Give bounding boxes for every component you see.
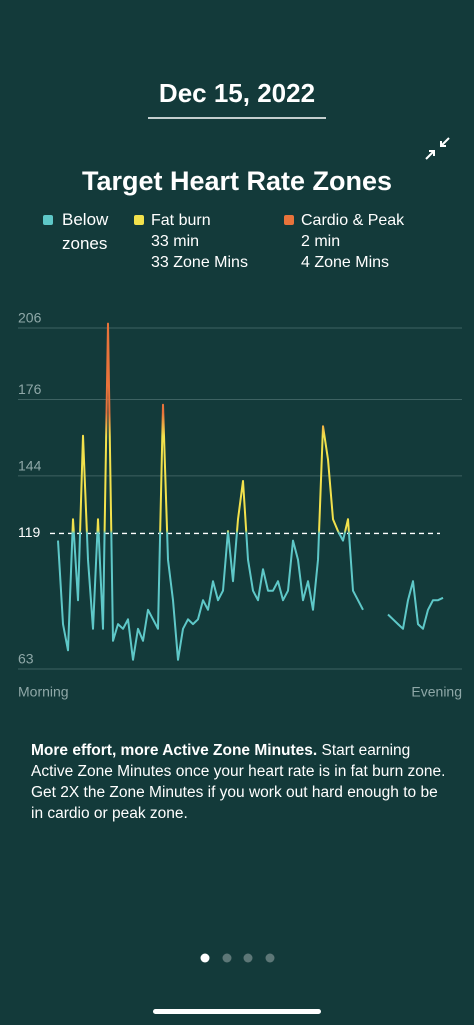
y-tick-label: 63 (18, 651, 34, 667)
legend-swatch (284, 215, 294, 225)
legend-swatch (134, 215, 144, 225)
threshold-label: 119 (18, 524, 41, 540)
legend-swatch (43, 215, 53, 225)
legend-label: Cardio & Peak (301, 212, 405, 229)
page-dot[interactable] (265, 953, 275, 963)
page-dot[interactable] (200, 953, 210, 963)
y-tick-label: 206 (18, 310, 42, 326)
description-bold: More effort, more Active Zone Minutes. (31, 742, 318, 759)
legend-detail: 33 Zone Mins (151, 254, 248, 271)
legend-detail: 33 min (151, 233, 199, 250)
date[interactable]: Dec 15, 2022 (159, 78, 315, 108)
description: More effort, more Active Zone Minutes. S… (31, 740, 451, 824)
y-tick-label: 176 (18, 381, 42, 397)
page-dot[interactable] (243, 953, 253, 963)
chart-title: Target Heart Rate Zones (82, 166, 392, 196)
legend-label: Below zones (62, 210, 109, 253)
y-tick-label: 144 (18, 458, 42, 474)
legend-label: Fat burn (151, 212, 211, 229)
description-text: Start earning Active Zone Minutes once y… (31, 742, 446, 822)
x-label: Evening (411, 684, 462, 700)
collapse-icon[interactable] (425, 137, 450, 160)
legend-detail: 2 min (301, 233, 340, 250)
legend-detail: 4 Zone Mins (301, 254, 389, 271)
heart-rate-line (57, 322, 444, 661)
home-indicator (153, 1009, 321, 1014)
page-dot[interactable] (222, 953, 232, 963)
x-label: Morning (18, 684, 69, 700)
